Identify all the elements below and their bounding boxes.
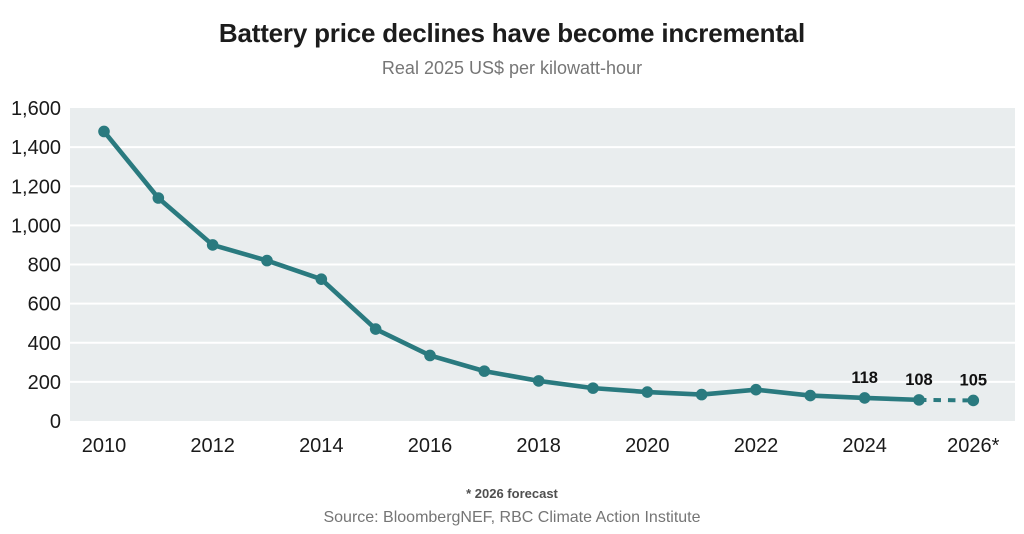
data-point xyxy=(750,383,762,396)
data-point xyxy=(695,388,708,401)
data-point xyxy=(804,389,817,402)
y-tick-label: 1,000 xyxy=(11,215,61,237)
data-point xyxy=(967,394,980,407)
data-point xyxy=(98,125,110,138)
x-tick-label: 2012 xyxy=(190,435,235,457)
y-tick-label: 800 xyxy=(28,255,61,277)
data-label: 108 xyxy=(905,371,933,389)
y-tick-label: 0 xyxy=(50,411,61,433)
y-tick-label: 400 xyxy=(28,333,61,355)
y-tick-label: 200 xyxy=(28,372,61,394)
data-label: 118 xyxy=(851,369,878,387)
x-tick-label: 2022 xyxy=(734,435,779,457)
data-point xyxy=(858,392,871,404)
data-point xyxy=(152,192,165,204)
x-tick-label: 2026* xyxy=(947,435,999,457)
data-point xyxy=(532,375,545,387)
source-attribution: Source: BloombergNEF, RBC Climate Action… xyxy=(323,509,701,526)
price-trend-line xyxy=(101,129,922,403)
x-tick-label: 2024 xyxy=(842,435,887,457)
y-tick-label: 1,200 xyxy=(11,176,61,198)
chart-subtitle: Real 2025 US$ per kilowatt-hour xyxy=(381,58,643,78)
data-point xyxy=(587,382,599,394)
x-tick-label: 2014 xyxy=(299,435,344,457)
x-tick-label: 2016 xyxy=(408,435,453,457)
forecast-dashed-line xyxy=(918,397,974,403)
y-tick-label: 600 xyxy=(28,294,61,316)
data-point xyxy=(478,365,491,377)
data-label: 105 xyxy=(960,371,988,389)
data-point xyxy=(913,394,925,406)
x-tick-label: 2010 xyxy=(82,435,127,457)
data-point xyxy=(369,323,382,335)
data-point xyxy=(315,273,328,285)
forecast-footnote: * 2026 forecast xyxy=(466,486,558,501)
x-tick-label: 2020 xyxy=(625,435,670,457)
data-point xyxy=(261,254,273,267)
data-point xyxy=(641,386,654,398)
y-tick-label: 1,600 xyxy=(11,98,61,120)
data-point xyxy=(424,349,436,362)
data-point xyxy=(206,239,219,251)
x-tick-label: 2018 xyxy=(516,435,561,457)
chart-title: Battery price declines have become incre… xyxy=(218,18,806,48)
y-tick-label: 1,400 xyxy=(11,137,61,159)
